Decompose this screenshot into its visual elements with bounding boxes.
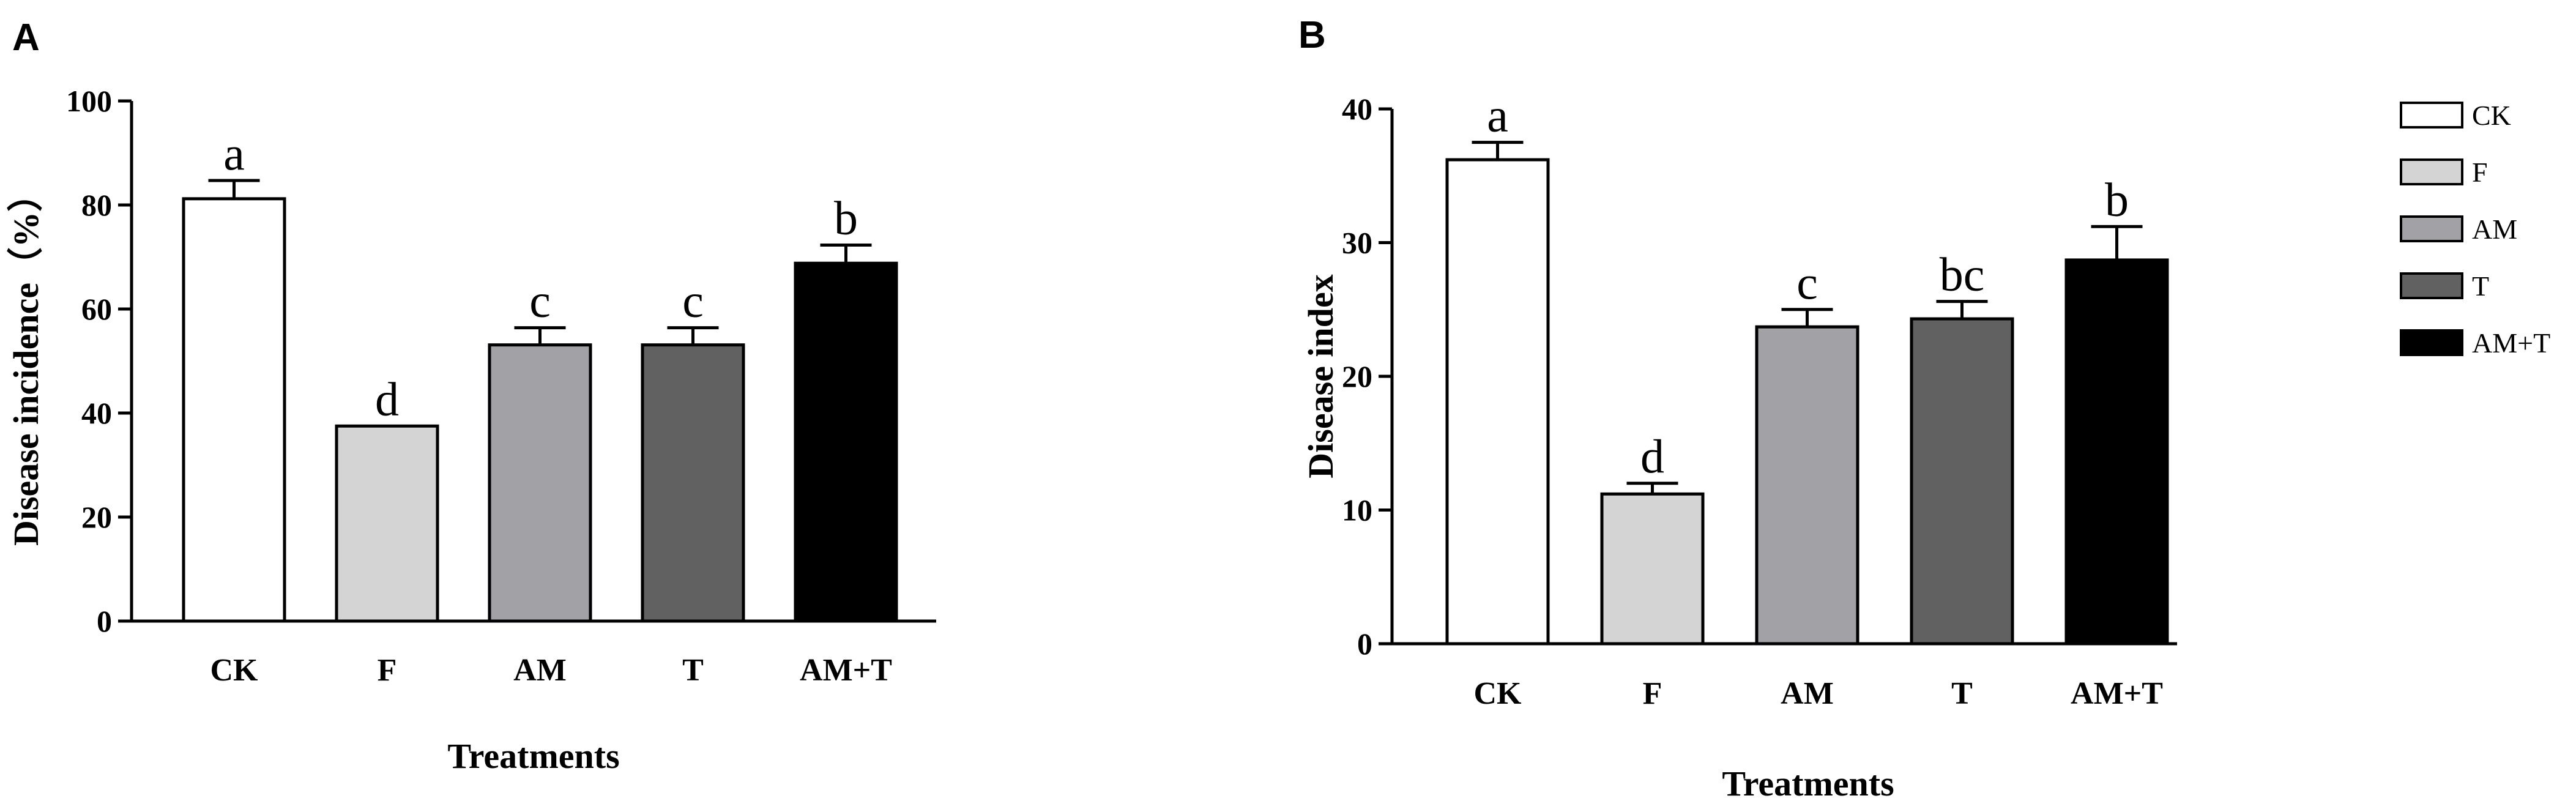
panel-b-x-axis-title: Treatments — [1722, 764, 1894, 803]
panel-a-bar-am-t — [794, 261, 898, 623]
panel-a-y-tick-label: 80 — [81, 188, 112, 222]
panel-a-category-label: F — [378, 653, 397, 688]
panel-b-y-tick-label: 20 — [1342, 359, 1372, 393]
panel-b-significance-label: b — [2105, 173, 2129, 226]
legend-swatch-f — [2400, 158, 2463, 185]
panel-b-category-label: CK — [1474, 676, 1522, 711]
panel-b-y-tick-label: 10 — [1342, 493, 1372, 527]
panel-b-category-label: T — [1951, 676, 1973, 711]
panel-b-category-label: AM — [1781, 676, 1834, 711]
legend-label-ck: CK — [2472, 100, 2511, 131]
panel-b-significance-label: a — [1487, 89, 1508, 142]
legend: CK F AM T AM+T — [2400, 100, 2550, 359]
panel-a-y-tick-label: 0 — [97, 604, 112, 638]
legend-swatch-am-t — [2400, 329, 2463, 356]
legend-swatch-t — [2400, 272, 2463, 299]
panel-a-bar-ck — [182, 197, 286, 623]
panel-a-bar-am — [488, 343, 592, 623]
legend-swatch-am — [2400, 215, 2463, 242]
panel-a-y-axis-title: Disease incidence（%） — [6, 176, 46, 546]
panel-a-category-label: CK — [210, 653, 259, 688]
panel-a-chart: A 0 20 40 60 80 100 a CK d Fc AM c Tb AM+T Treatments D… — [6, 17, 936, 776]
panel-a-y-tick-label: 60 — [81, 292, 112, 326]
panel-b-significance-label: c — [1796, 256, 1818, 309]
panel-a-significance-label: d — [375, 372, 399, 425]
panel-b-significance-label: d — [1640, 430, 1664, 483]
panel-a-bar-t — [641, 343, 745, 623]
panel-b-y-tick-label: 0 — [1357, 627, 1372, 661]
panel-a-bar-f — [335, 424, 439, 623]
panel-b-category-label: AM+T — [2071, 676, 2163, 711]
panel-a-category-label: AM+T — [800, 653, 892, 688]
legend-label-f: F — [2472, 157, 2488, 188]
panel-a-significance-label: a — [223, 127, 245, 180]
panel-b-bar-ck — [1445, 158, 1550, 646]
panel-a-significance-label: c — [529, 274, 551, 327]
panel-b-y-axis-title: Disease index — [1301, 274, 1341, 479]
panel-b-bar-t — [1910, 317, 2014, 646]
panel-a-y-tick-label: 20 — [81, 500, 112, 534]
legend-label-t: T — [2472, 270, 2489, 302]
panel-b-bar-am-t — [2064, 258, 2169, 646]
panel-b-y-tick-label: 30 — [1342, 226, 1372, 260]
panel-a-y-tick-label: 40 — [81, 396, 112, 430]
panel-a-category-label: T — [682, 653, 704, 688]
panel-b-significance-label: bc — [1940, 248, 1985, 301]
panel-a-letter: A — [12, 17, 40, 59]
legend-swatch-ck — [2400, 102, 2463, 129]
legend-label-am-t: AM+T — [2472, 327, 2550, 359]
panel-b-bar-f — [1600, 492, 1705, 646]
panel-a-significance-label: c — [682, 274, 704, 327]
panel-b-letter: B — [1298, 14, 1326, 56]
panel-a-significance-label: b — [834, 191, 858, 244]
panel-a-x-axis-title: Treatments — [447, 736, 619, 776]
legend-label-am: AM — [2472, 214, 2517, 245]
panel-b-bar-am — [1755, 325, 1859, 646]
panel-b-chart: B 0 10 20 30 40 a CK d Fc AM bc Tb AM+T Treatments Dis… — [1298, 14, 2177, 803]
panel-a-category-label: AM — [513, 653, 567, 688]
panel-a-y-tick-label: 100 — [66, 84, 112, 118]
panel-b-y-tick-label: 40 — [1342, 92, 1372, 126]
panel-b-category-label: F — [1643, 676, 1662, 711]
